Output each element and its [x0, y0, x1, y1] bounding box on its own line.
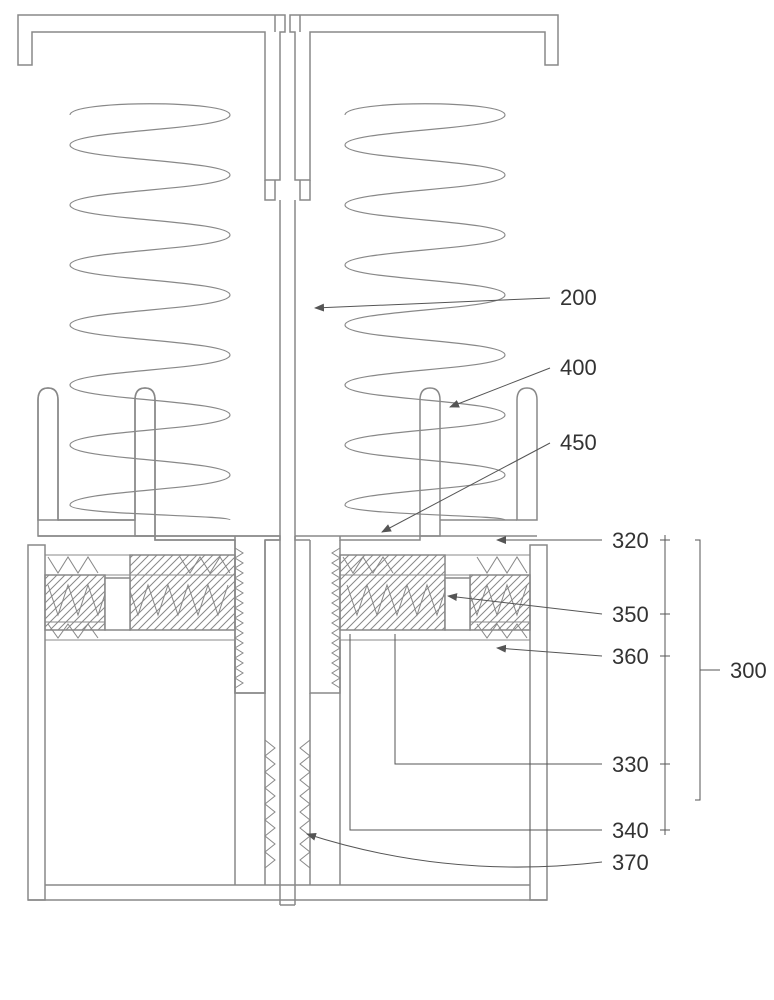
label-340: 340 — [612, 818, 649, 843]
label-330: 330 — [612, 752, 649, 777]
label-370: 370 — [612, 850, 649, 875]
main-spring-right — [345, 104, 505, 520]
label-350: 350 — [612, 602, 649, 627]
thread-right-outer — [332, 548, 340, 688]
main-spring-left — [70, 104, 230, 520]
label-360: 360 — [612, 644, 649, 669]
label-200: 200 — [560, 285, 597, 310]
technical-diagram: 200 400 450 320 350 360 300 330 340 370 — [0, 0, 774, 1000]
thread-left-outer — [235, 548, 243, 688]
top-housing — [18, 15, 558, 200]
central-shaft — [280, 200, 295, 905]
lower-bellows-left — [265, 740, 275, 868]
lower-bellows-right — [300, 740, 310, 868]
label-400: 400 — [560, 355, 597, 380]
label-450: 450 — [560, 430, 597, 455]
label-300: 300 — [730, 658, 767, 683]
label-320: 320 — [612, 528, 649, 553]
